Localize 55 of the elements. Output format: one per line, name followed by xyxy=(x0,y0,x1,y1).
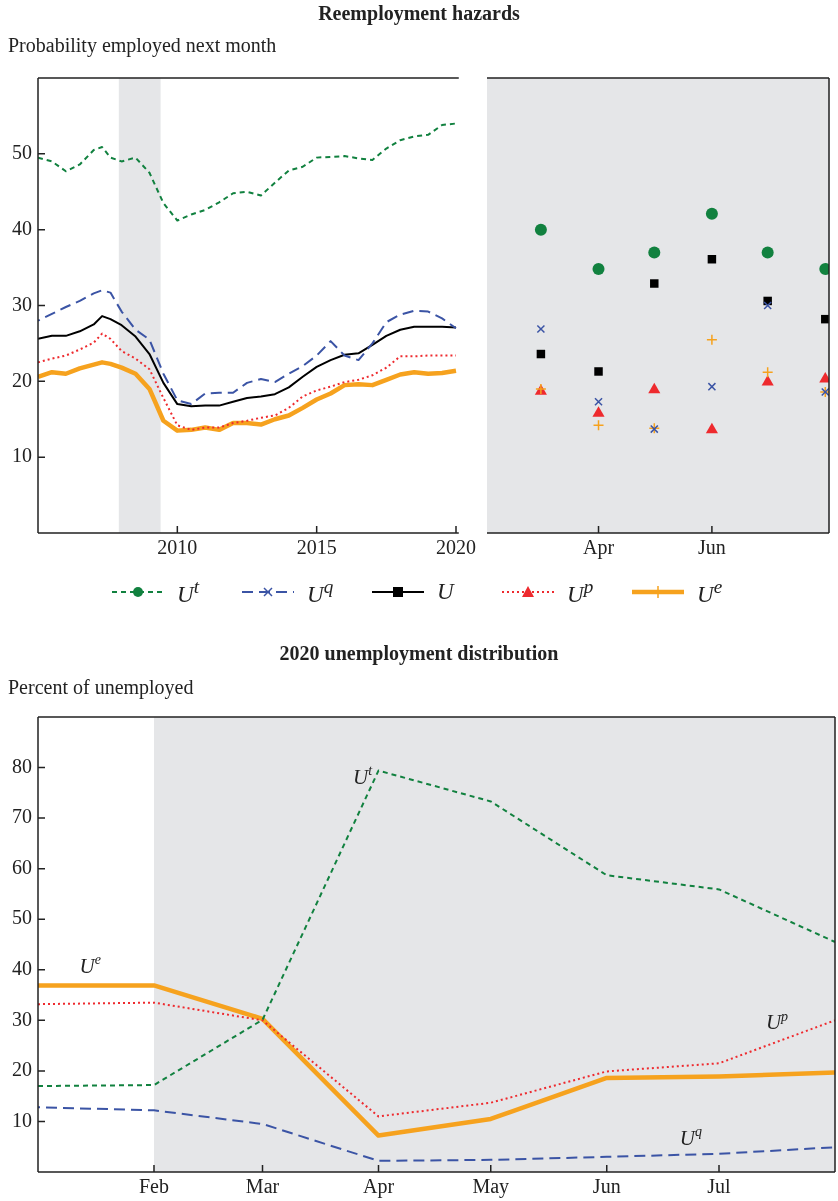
point xyxy=(592,406,605,417)
y-tick-label: 20 xyxy=(12,1058,32,1081)
x-tick-label: Jun xyxy=(698,536,726,559)
y-tick-label: 10 xyxy=(12,444,32,467)
legend-label: U$^{e}$ xyxy=(697,576,724,608)
point xyxy=(761,375,774,386)
x-tick-label: 2010 xyxy=(157,536,198,559)
point xyxy=(706,333,718,346)
y-tick-label: 70 xyxy=(12,805,32,828)
legend-label: U$^{p}$ xyxy=(567,576,595,608)
y-tick-label: 40 xyxy=(12,216,32,239)
x-tick-label: 2015 xyxy=(296,536,337,559)
x-tick-label: 2020 xyxy=(436,536,476,559)
point xyxy=(648,246,661,259)
point xyxy=(707,382,717,391)
point xyxy=(592,419,605,432)
y-axis-title: Probability employed next month xyxy=(8,34,277,57)
y-tick-label: 60 xyxy=(12,855,32,878)
x-tick-label: Mar xyxy=(245,1175,280,1198)
x-tick-label: May xyxy=(472,1175,510,1199)
x-tick-label: Jul xyxy=(707,1175,732,1198)
point xyxy=(536,324,546,334)
chart-title: 2020 unemployment distribution xyxy=(278,642,560,665)
y-tick-label: 10 xyxy=(12,1108,32,1131)
y-axis-title: Percent of unemployed xyxy=(8,676,194,699)
y-tick-label: 30 xyxy=(12,292,32,315)
point xyxy=(594,397,603,407)
line-series xyxy=(38,332,457,431)
legend-label: U xyxy=(437,578,456,605)
point xyxy=(534,223,547,236)
point xyxy=(594,367,603,376)
point xyxy=(705,422,718,434)
x-tick-label: Feb xyxy=(139,1175,169,1198)
y-tick-label: 20 xyxy=(12,368,32,391)
y-tick-label: 30 xyxy=(12,1007,32,1030)
y-tick-label: 50 xyxy=(12,141,32,164)
line-series xyxy=(38,1106,835,1162)
point xyxy=(763,301,772,310)
y-tick-label: 50 xyxy=(12,906,32,929)
point xyxy=(650,279,659,288)
x-tick-label: Apr xyxy=(362,1175,395,1199)
point xyxy=(761,246,774,259)
point xyxy=(761,366,774,378)
y-tick-label: 40 xyxy=(12,957,32,980)
x-tick-label: Apr xyxy=(582,536,615,560)
line-series xyxy=(38,289,457,406)
y-tick-label: 80 xyxy=(12,754,32,777)
point xyxy=(592,263,605,276)
chart-title: Reemployment hazards xyxy=(317,2,521,25)
line-series xyxy=(38,122,457,222)
x-tick-label: Jun xyxy=(592,1175,621,1198)
point xyxy=(648,382,661,394)
legend-label: U$^{t}$ xyxy=(177,576,201,608)
point xyxy=(705,207,718,220)
legend-label: U$^{q}$ xyxy=(307,576,335,608)
